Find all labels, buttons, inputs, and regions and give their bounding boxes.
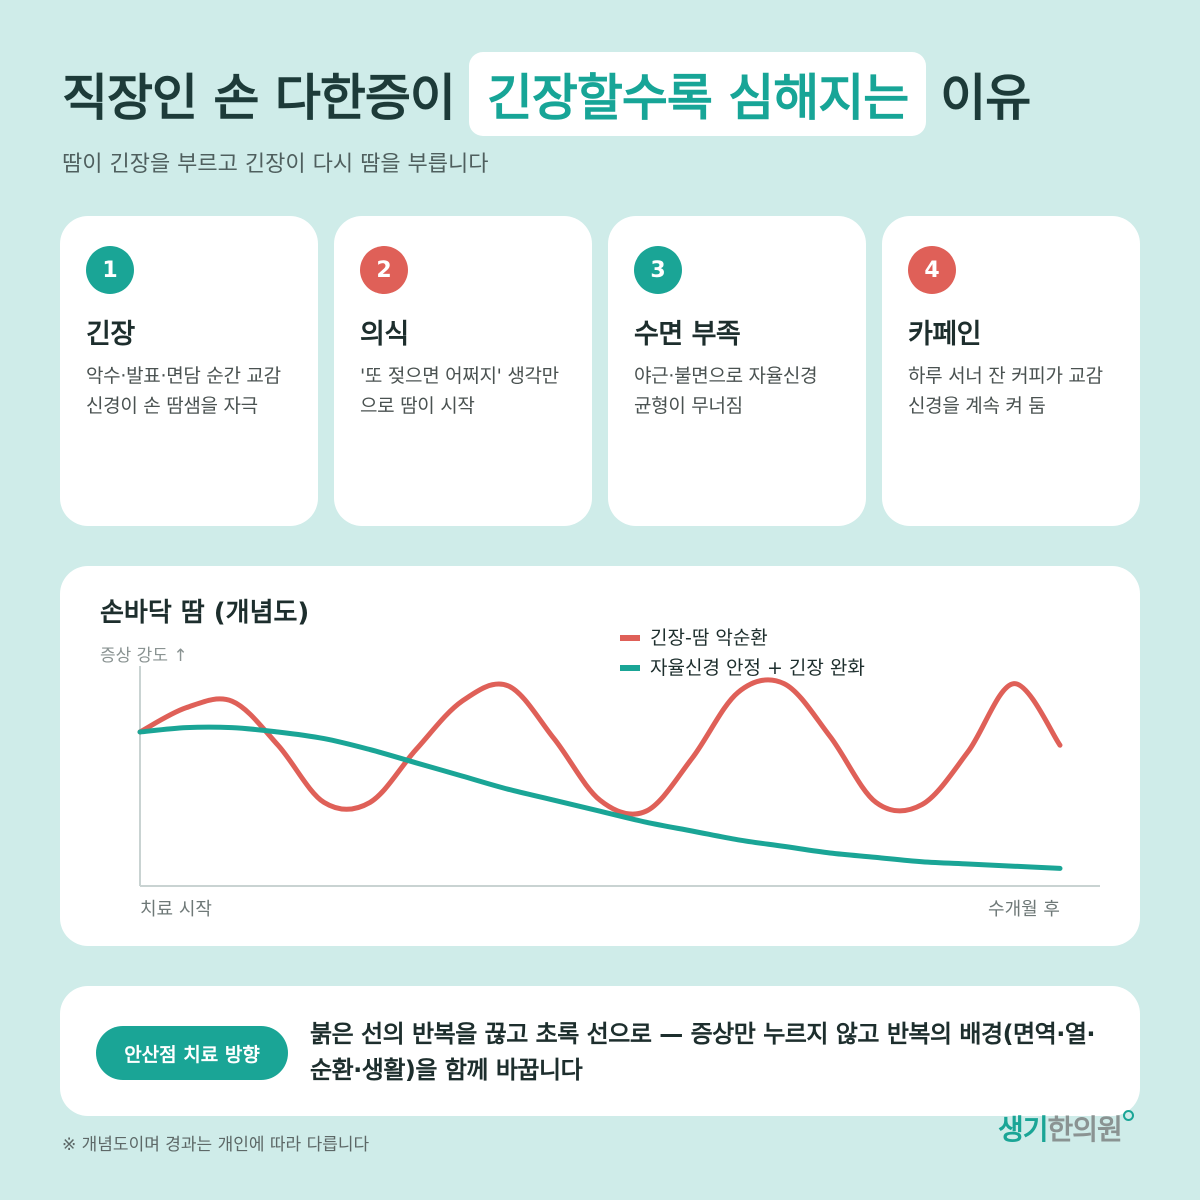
title-highlight: 긴장할수록 심해지는 bbox=[468, 52, 927, 136]
legend-label-red: 긴장-땀 악순환 bbox=[650, 627, 768, 649]
card-description: 악수·발표·면담 순간 교감신경이 손 땀샘을 자극 bbox=[86, 365, 281, 417]
page-subtitle: 땀이 긴장을 부르고 긴장이 다시 땀을 부릅니다 bbox=[62, 152, 489, 177]
card-title: 수면 부족 bbox=[634, 319, 741, 350]
sweat-chart: 증상 강도 ↑ 치료 시작 수개월 후 긴장-땀 악순환 자율신경 안정 + 긴… bbox=[100, 627, 1100, 920]
clinic-logo: 생기한의원 bbox=[998, 1108, 1134, 1148]
chart-title: 손바닥 땀 (개념도) bbox=[100, 598, 310, 628]
card-title: 의식 bbox=[360, 319, 409, 350]
cause-cards: 1 긴장 악수·발표·면담 순간 교감신경이 손 땀샘을 자극 2 의식 '또 … bbox=[60, 216, 1140, 526]
card-number-badge: 1 bbox=[86, 246, 134, 294]
series-line-vicious-cycle bbox=[137, 677, 1063, 817]
card-title: 카페인 bbox=[908, 319, 982, 350]
treatment-direction-panel: 안산점 치료 방향 붉은 선의 반복을 끊고 초록 선으로 — 증상만 누르지 … bbox=[60, 986, 1140, 1116]
card-number-badge: 4 bbox=[908, 246, 956, 294]
treatment-direction-badge: 안산점 치료 방향 bbox=[96, 1026, 288, 1080]
card-title: 긴장 bbox=[86, 319, 135, 350]
series-line-stabilization bbox=[137, 724, 1063, 871]
x-start-label: 치료 시작 bbox=[140, 899, 212, 920]
card-number-badge: 2 bbox=[360, 246, 408, 294]
card-description: 하루 서너 잔 커피가 교감신경을 계속 켜 둠 bbox=[908, 365, 1103, 417]
card-description: '또 젖으면 어쩌지' 생각만으로 땀이 시작 bbox=[360, 365, 559, 417]
treatment-direction-text: 붉은 선의 반복을 끊고 초록 선으로 — 증상만 누르지 않고 반복의 배경(… bbox=[310, 1020, 1096, 1084]
card-number-badge: 3 bbox=[634, 246, 682, 294]
cause-card-awareness: 2 의식 '또 젖으면 어쩌지' 생각만으로 땀이 시작 bbox=[334, 216, 592, 526]
logo-part2: 한의원 bbox=[1047, 1113, 1123, 1146]
page-title: 직장인 손 다한증이 긴장할수록 심해지는 이유 bbox=[62, 52, 1031, 136]
logo-part1: 생기 bbox=[998, 1113, 1049, 1146]
title-post: 이유 bbox=[940, 69, 1031, 127]
title-pre: 직장인 손 다한증이 bbox=[62, 69, 456, 127]
x-end-label: 수개월 후 bbox=[988, 899, 1060, 920]
legend-label-teal: 자율신경 안정 + 긴장 완화 bbox=[650, 657, 865, 679]
footnote: ※ 개념도이며 경과는 개인에 따라 다릅니다 bbox=[62, 1135, 370, 1155]
cause-card-sleep: 3 수면 부족 야근·불면으로 자율신경 균형이 무너짐 bbox=[608, 216, 866, 526]
logo-dot-icon bbox=[1122, 1110, 1134, 1121]
cause-card-tension: 1 긴장 악수·발표·면담 순간 교감신경이 손 땀샘을 자극 bbox=[60, 216, 318, 526]
y-axis-label: 증상 강도 ↑ bbox=[100, 646, 188, 666]
cause-card-caffeine: 4 카페인 하루 서너 잔 커피가 교감신경을 계속 켜 둠 bbox=[882, 216, 1140, 526]
card-description: 야근·불면으로 자율신경 균형이 무너짐 bbox=[634, 365, 818, 417]
sweat-chart-panel: 손바닥 땀 (개념도) 증상 강도 ↑ 치료 시작 수개월 후 긴장-땀 악순환… bbox=[60, 566, 1140, 946]
